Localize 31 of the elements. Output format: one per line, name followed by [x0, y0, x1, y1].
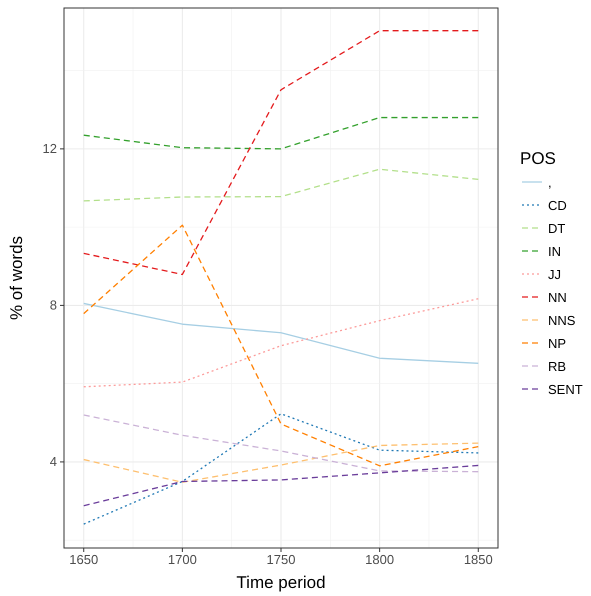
line-series [83, 414, 479, 472]
x-tick-label: 1750 [266, 552, 296, 568]
line-series [83, 413, 479, 525]
legend-label: JJ [548, 267, 561, 282]
x-axis-title: Time period [236, 573, 326, 592]
legend-title: POS [520, 149, 556, 168]
x-tick-label: 1800 [365, 552, 394, 568]
line-series [83, 298, 479, 388]
legend-label: RB [548, 359, 566, 374]
x-tick-label: 1700 [168, 552, 197, 568]
legend-label: NP [548, 336, 566, 351]
y-tick-label: 8 [50, 298, 57, 313]
line-series [83, 168, 479, 202]
line-series [83, 224, 479, 466]
line-series [83, 116, 479, 150]
y-tick-label: 4 [50, 454, 57, 470]
y-axis-title: % of words [7, 236, 26, 320]
x-tick-label: 1650 [69, 552, 98, 568]
legend-label: DT [548, 221, 566, 236]
line-series [83, 30, 479, 276]
legend-label: NN [548, 290, 567, 305]
line-series [83, 302, 479, 364]
legend-label: NNS [548, 313, 576, 328]
y-tick-label: 12 [42, 141, 57, 156]
line-series [83, 464, 479, 506]
legend-label: CD [548, 198, 567, 213]
legend-label: SENT [548, 382, 583, 397]
legend-label: IN [548, 244, 561, 259]
legend-label: , [548, 175, 552, 190]
line-series [83, 442, 479, 483]
x-tick-label: 1850 [464, 552, 493, 568]
